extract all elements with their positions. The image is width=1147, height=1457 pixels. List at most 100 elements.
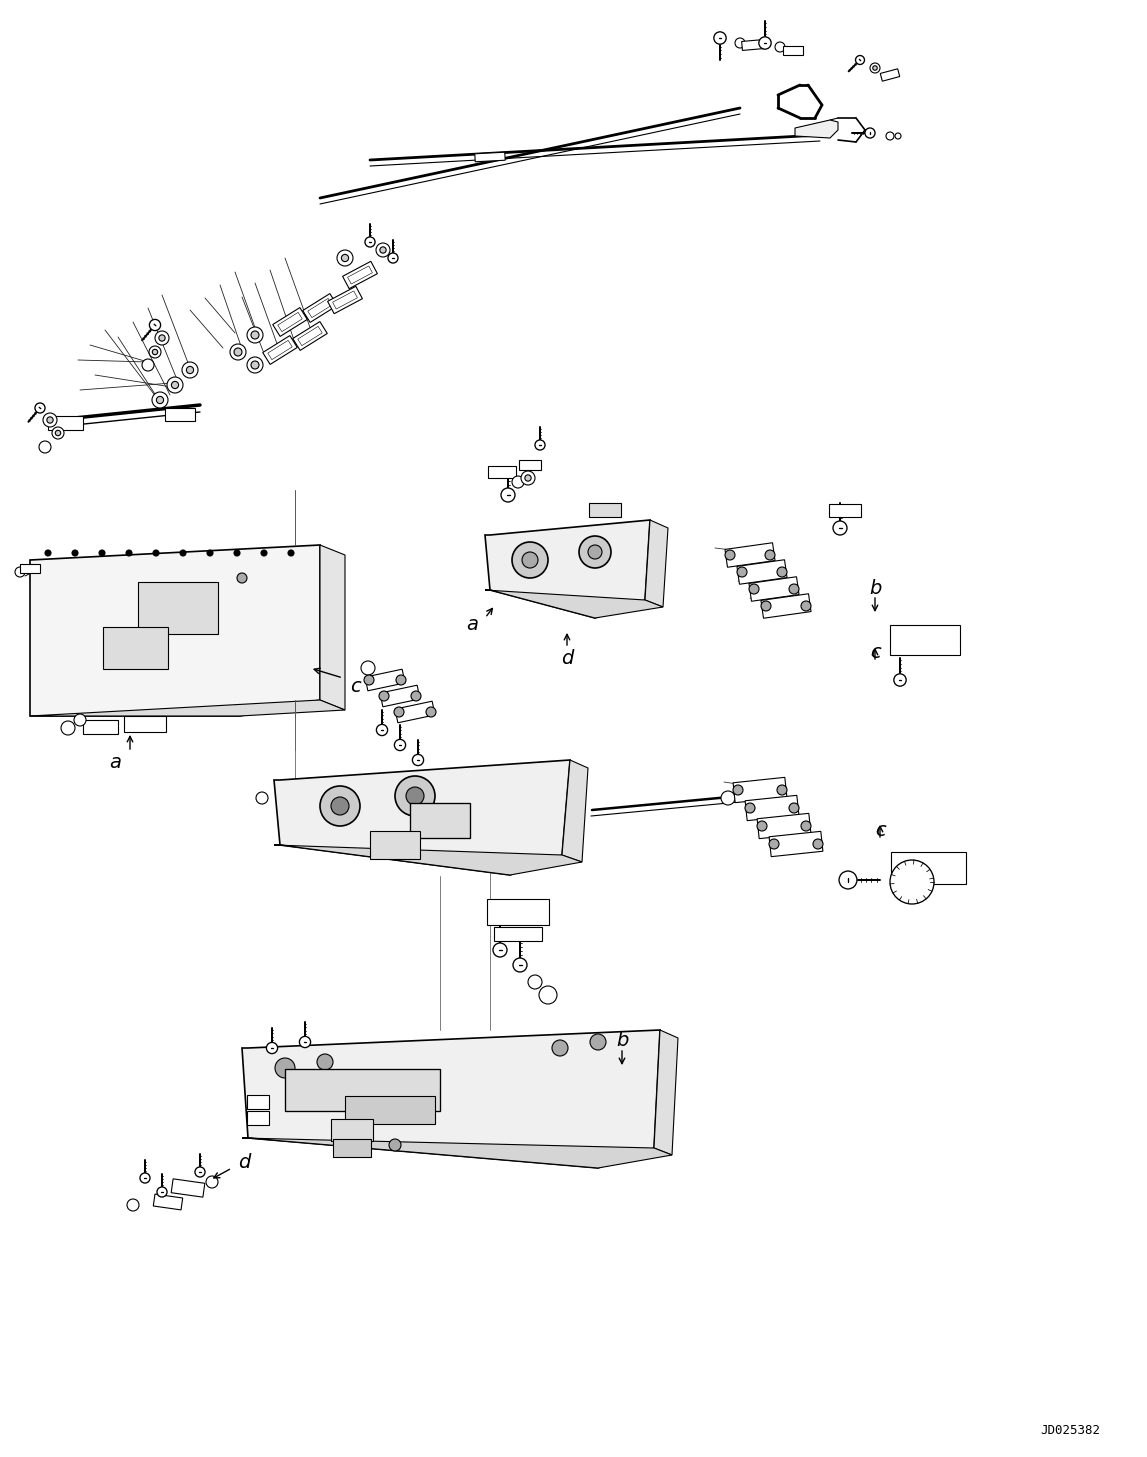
Text: c: c: [869, 643, 881, 661]
Circle shape: [320, 785, 360, 826]
Bar: [303, 293, 337, 322]
Circle shape: [525, 475, 531, 481]
Circle shape: [251, 331, 259, 339]
Circle shape: [890, 860, 934, 903]
Circle shape: [61, 721, 75, 734]
Bar: [757, 813, 811, 839]
Circle shape: [149, 319, 161, 331]
Circle shape: [512, 542, 548, 578]
Circle shape: [738, 567, 747, 577]
Circle shape: [331, 797, 349, 814]
Circle shape: [588, 545, 602, 559]
Circle shape: [512, 476, 524, 488]
Text: c: c: [350, 676, 360, 695]
Circle shape: [42, 412, 57, 427]
Bar: [475, 152, 505, 162]
Circle shape: [389, 1139, 401, 1151]
Circle shape: [153, 350, 157, 354]
Circle shape: [388, 254, 398, 264]
Bar: [328, 287, 362, 313]
Bar: [742, 39, 764, 51]
Circle shape: [725, 549, 735, 559]
Circle shape: [167, 377, 184, 393]
Bar: [487, 899, 549, 925]
Circle shape: [234, 348, 242, 356]
Polygon shape: [645, 520, 668, 608]
Circle shape: [521, 471, 535, 485]
Circle shape: [155, 331, 169, 345]
Bar: [247, 1112, 270, 1125]
Bar: [165, 408, 195, 421]
Circle shape: [777, 567, 787, 577]
Text: JD025382: JD025382: [1040, 1423, 1100, 1437]
Polygon shape: [30, 699, 345, 715]
Bar: [333, 291, 358, 309]
Bar: [829, 504, 861, 516]
Circle shape: [757, 820, 767, 830]
Text: a: a: [109, 752, 120, 772]
Bar: [345, 1096, 435, 1123]
Circle shape: [317, 1053, 333, 1069]
Circle shape: [140, 1173, 150, 1183]
Circle shape: [713, 32, 726, 44]
Circle shape: [180, 549, 186, 557]
Circle shape: [237, 573, 247, 583]
Circle shape: [376, 724, 388, 736]
Circle shape: [813, 839, 824, 849]
Bar: [880, 68, 899, 82]
Circle shape: [337, 251, 353, 267]
Circle shape: [411, 691, 421, 701]
Circle shape: [153, 392, 167, 408]
Polygon shape: [274, 761, 570, 876]
Bar: [331, 1119, 373, 1141]
Circle shape: [47, 417, 53, 423]
Circle shape: [528, 975, 543, 989]
Circle shape: [142, 358, 154, 372]
Text: b: b: [616, 1030, 629, 1049]
Polygon shape: [485, 520, 650, 618]
Bar: [380, 685, 420, 707]
Polygon shape: [320, 545, 345, 710]
Bar: [263, 335, 297, 364]
Circle shape: [342, 255, 349, 262]
Circle shape: [262, 549, 267, 557]
Circle shape: [251, 361, 259, 369]
Circle shape: [833, 522, 846, 535]
Circle shape: [501, 488, 515, 503]
Circle shape: [840, 871, 857, 889]
Bar: [365, 669, 405, 691]
Circle shape: [765, 549, 775, 559]
Circle shape: [247, 357, 263, 373]
Bar: [890, 852, 966, 884]
Bar: [749, 577, 799, 602]
Circle shape: [275, 1058, 295, 1078]
Bar: [284, 1069, 439, 1112]
Polygon shape: [485, 590, 663, 618]
Bar: [733, 778, 787, 803]
Circle shape: [15, 567, 25, 577]
Circle shape: [52, 427, 64, 439]
Circle shape: [380, 246, 387, 254]
Bar: [890, 625, 960, 656]
Polygon shape: [562, 761, 588, 863]
Bar: [247, 1096, 270, 1109]
Circle shape: [365, 237, 375, 248]
Circle shape: [55, 430, 61, 436]
Circle shape: [395, 707, 404, 717]
Circle shape: [801, 600, 811, 610]
Circle shape: [247, 326, 263, 342]
Circle shape: [789, 584, 799, 594]
Bar: [19, 564, 40, 573]
Circle shape: [127, 1199, 139, 1211]
Circle shape: [75, 714, 86, 726]
Circle shape: [158, 335, 165, 341]
Bar: [395, 701, 435, 723]
Circle shape: [231, 344, 245, 360]
Circle shape: [34, 404, 45, 412]
Circle shape: [856, 55, 865, 64]
Circle shape: [379, 691, 389, 701]
Circle shape: [579, 536, 611, 568]
Circle shape: [801, 820, 811, 830]
Circle shape: [535, 440, 545, 450]
Circle shape: [789, 803, 799, 813]
